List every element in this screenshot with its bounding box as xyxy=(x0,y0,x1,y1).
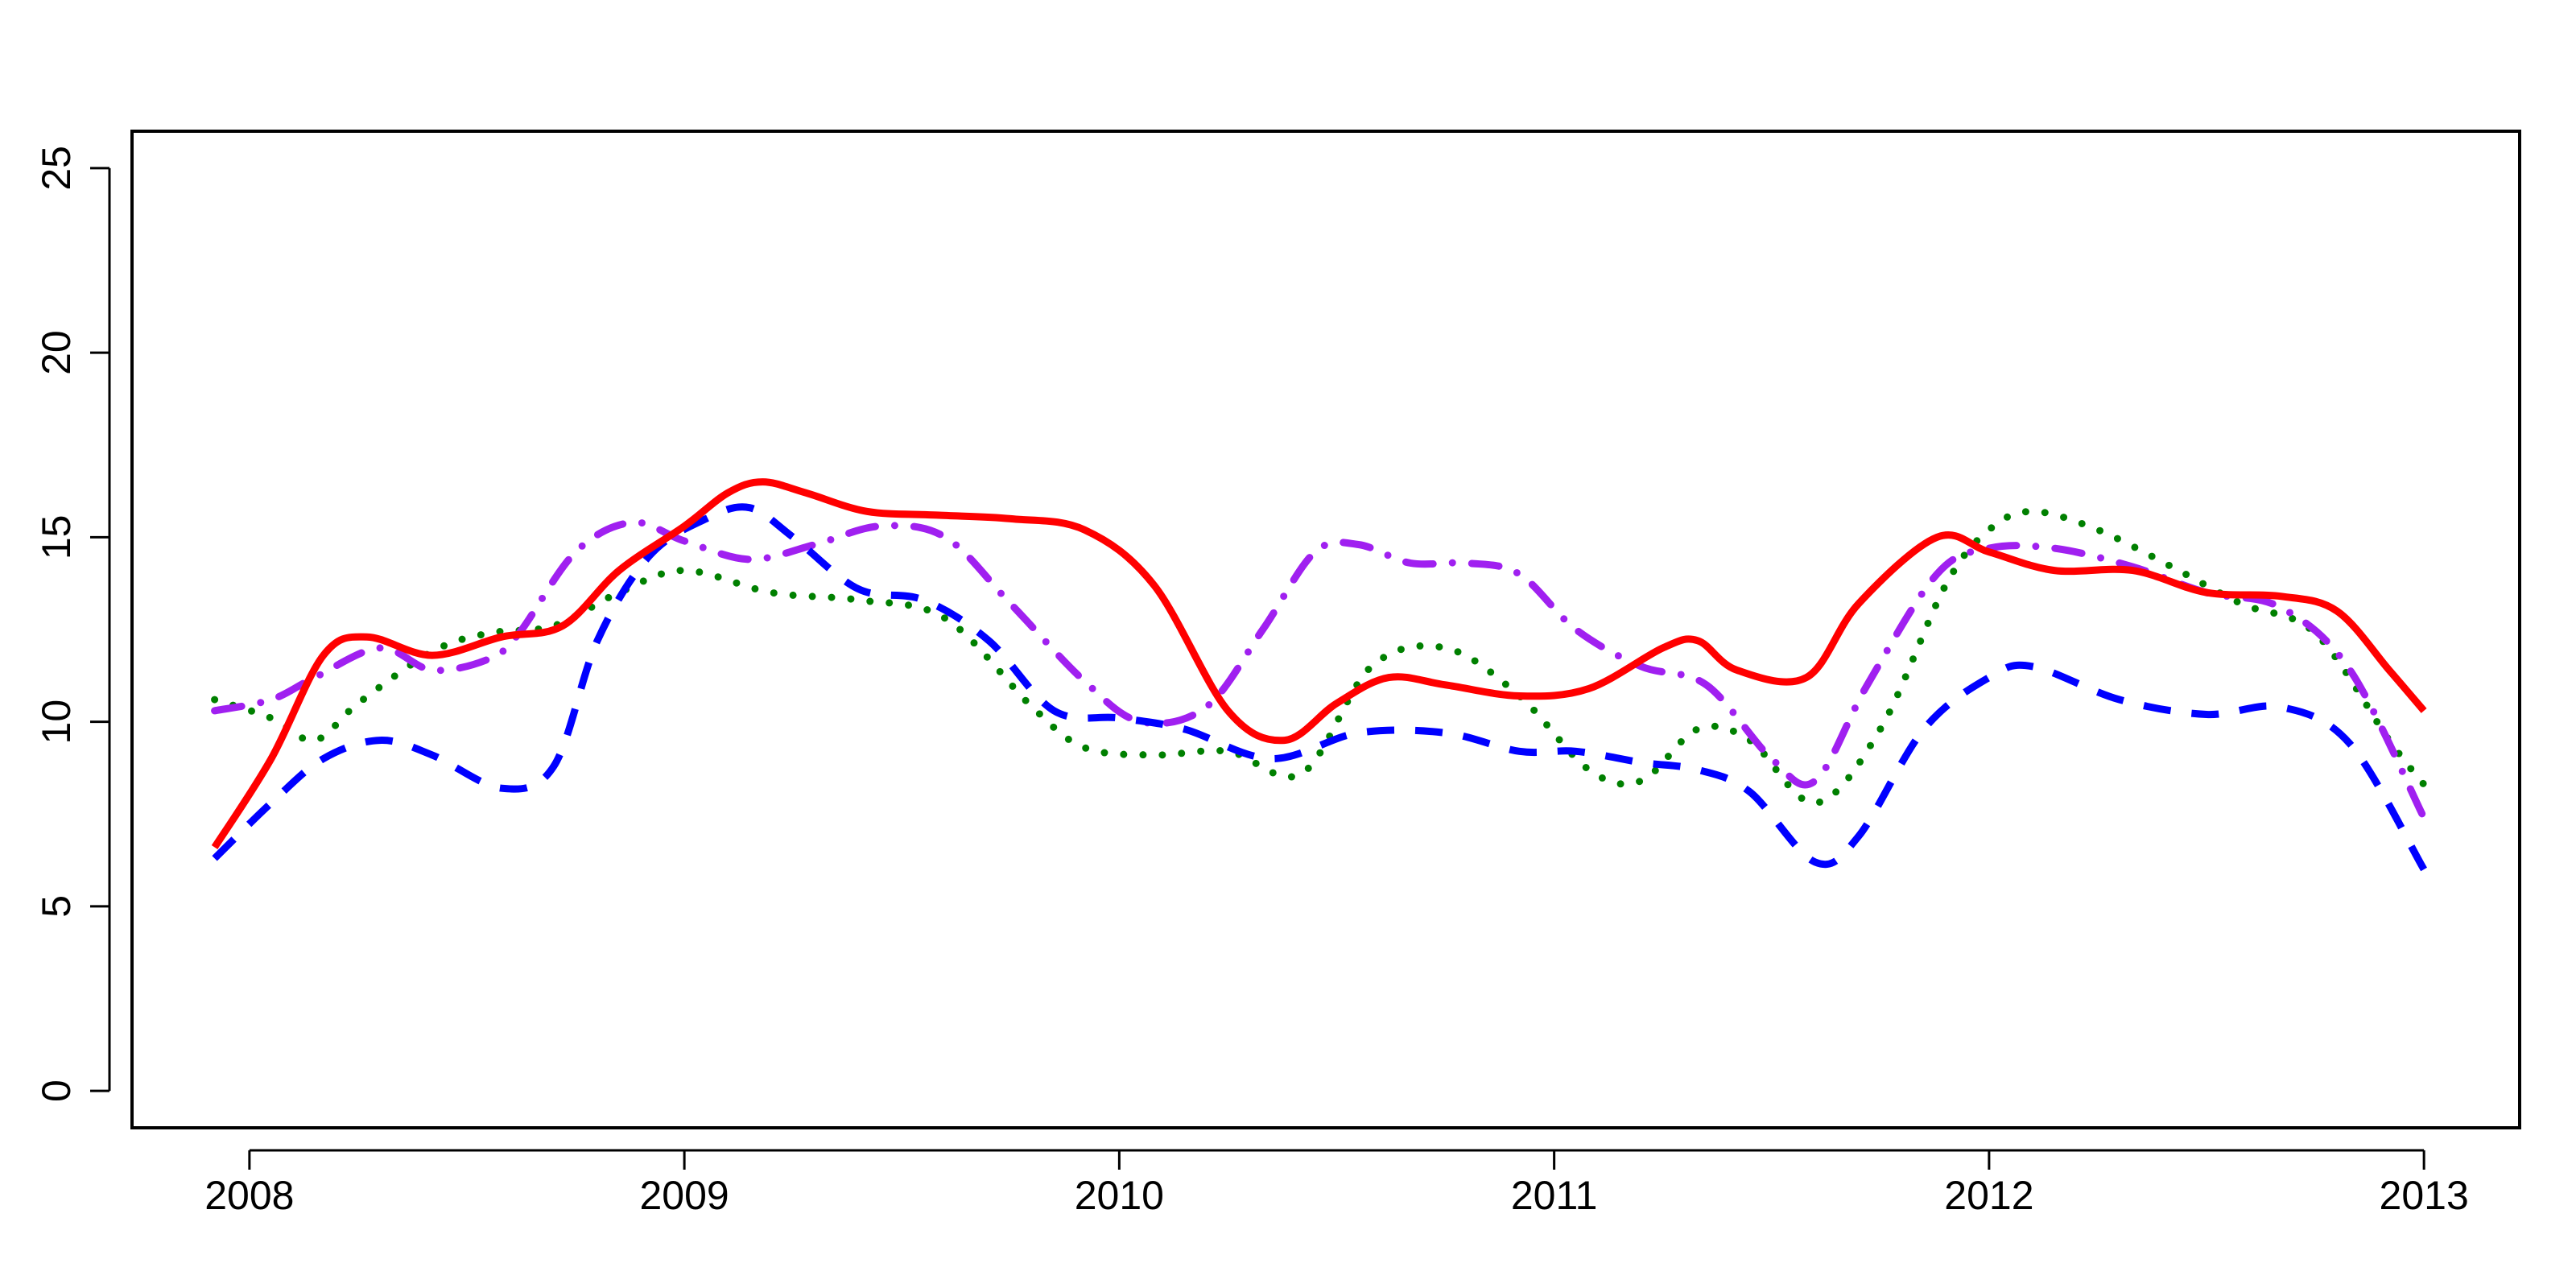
x-tick-label: 2011 xyxy=(1511,1173,1598,1218)
x-tick-label: 2008 xyxy=(204,1173,294,1218)
y-tick-label: 10 xyxy=(34,700,79,745)
series-line-dashdot xyxy=(211,518,2428,822)
x-tick-label: 2009 xyxy=(640,1173,729,1218)
x-tick-label: 2012 xyxy=(1944,1173,2033,1218)
y-tick-label: 25 xyxy=(34,146,79,191)
x-tick-label: 2010 xyxy=(1075,1173,1164,1218)
axis-layer: 2008 2009 2010 2011 2012 2013 0 5 10 15 20 25 xyxy=(34,146,2469,1218)
series-layer xyxy=(211,478,2428,872)
y-tick-label: 15 xyxy=(34,515,79,560)
series-line-solid xyxy=(211,478,2427,849)
plot-frame xyxy=(130,130,2521,1129)
y-tick-label: 5 xyxy=(34,895,79,918)
series-line-dashed xyxy=(212,503,2427,872)
x-tick-label: 2013 xyxy=(2380,1173,2469,1218)
y-tick-label: 20 xyxy=(34,330,79,375)
y-tick-label: 0 xyxy=(34,1080,79,1102)
